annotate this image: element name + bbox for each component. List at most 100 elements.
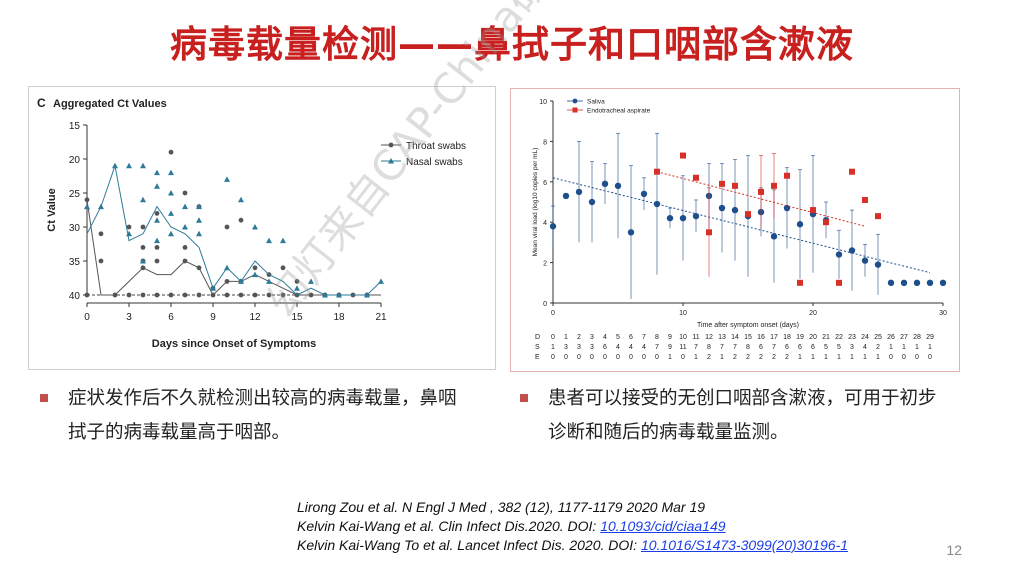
y-tick-label: 40: [69, 291, 81, 302]
table-cell: 10: [679, 334, 687, 341]
table-cell: 7: [720, 344, 724, 351]
data-point: [112, 162, 118, 169]
doi-link[interactable]: 10.1093/cid/ciaa149: [600, 518, 726, 534]
data-point: [210, 292, 216, 298]
y-axis-label: Ct Value: [46, 188, 58, 231]
data-point: [823, 219, 829, 226]
data-point: [783, 204, 791, 212]
data-point: [745, 211, 751, 218]
doi-link[interactable]: 10.1016/S1473-3099(20)30196-1: [640, 537, 849, 553]
series-line: [86, 199, 381, 296]
data-point: [168, 190, 174, 196]
table-cell: 0: [577, 354, 581, 361]
data-point: [874, 261, 882, 268]
x-tick-label: 0: [84, 312, 90, 323]
data-point: [140, 224, 146, 230]
data-point: [196, 203, 202, 210]
table-cell: 0: [603, 354, 607, 361]
data-point: [140, 196, 146, 203]
table-cell: 0: [551, 354, 555, 361]
bullet-item: 症状发作后不久就检测出较高的病毒载量，鼻咽拭子的病毒载量高于咽部。: [40, 382, 460, 450]
table-cell: 4: [642, 344, 646, 351]
table-cell: 29: [926, 334, 934, 341]
data-point: [266, 237, 272, 244]
table-cell: 4: [863, 344, 867, 351]
table-cell: 8: [655, 334, 659, 341]
data-point: [252, 292, 258, 298]
data-point: [796, 221, 804, 228]
data-point: [154, 237, 160, 244]
table-cell: 11: [692, 334, 699, 341]
y-tick-label: 4: [543, 220, 547, 227]
bullet-text: 患者可以接受的无创口咽部含漱液，可用于初步诊断和随后的病毒载量监测。: [548, 388, 937, 443]
table-cell: 6: [629, 334, 633, 341]
data-point: [182, 224, 188, 230]
table-cell: 1: [889, 344, 893, 351]
data-point: [575, 188, 583, 196]
table-cell: 7: [694, 344, 698, 351]
data-point: [913, 279, 921, 286]
table-cell: 1: [564, 334, 568, 341]
data-point: [848, 247, 856, 254]
data-point: [154, 292, 160, 298]
data-point: [140, 245, 146, 250]
data-point: [224, 224, 230, 230]
data-point: [182, 245, 188, 250]
table-cell: 19: [796, 334, 804, 341]
data-point: [224, 264, 230, 271]
legend-marker: [388, 158, 394, 164]
table-row-label: E: [535, 354, 540, 361]
data-point: [154, 183, 160, 189]
data-point: [835, 251, 843, 258]
table-cell: 2: [785, 354, 789, 361]
table-cell: 1: [915, 344, 919, 351]
data-point: [112, 292, 118, 298]
table-cell: 6: [759, 344, 763, 351]
data-point: [810, 207, 816, 214]
chart-title: Aggregated Ct Values: [53, 98, 167, 110]
bullet-item: 患者可以接受的无创口咽部含漱液，可用于初步诊断和随后的病毒载量监测。: [520, 382, 950, 450]
table-cell: 2: [733, 354, 737, 361]
reference-text: Kelvin Kai-Wang et al. Clin Infect Dis.2…: [297, 518, 601, 534]
data-point: [182, 292, 188, 298]
data-point: [601, 180, 609, 188]
legend-label: Saliva: [587, 99, 605, 106]
data-point: [294, 285, 300, 291]
panel-label: C: [37, 96, 46, 110]
table-cell: 14: [731, 334, 739, 341]
data-point: [771, 182, 777, 189]
table-cell: 23: [848, 334, 856, 341]
data-point: [98, 258, 104, 264]
data-point: [653, 200, 661, 208]
data-point: [224, 292, 230, 298]
table-cell: 2: [876, 344, 880, 351]
y-tick-label: 8: [543, 139, 547, 146]
table-cell: 3: [577, 344, 581, 351]
table-cell: 1: [668, 354, 672, 361]
x-tick-label: 3: [126, 312, 132, 323]
table-cell: 1: [798, 354, 802, 361]
table-cell: 2: [746, 354, 750, 361]
table-cell: 0: [551, 334, 555, 341]
legend-label: Endotracheal aspirate: [587, 108, 651, 115]
references: Lirong Zou et al. N Engl J Med , 382 (12…: [297, 498, 848, 555]
data-point: [238, 196, 244, 203]
table-cell: 0: [889, 354, 893, 361]
table-cell: 0: [642, 354, 646, 361]
data-point: [640, 190, 648, 198]
data-point: [126, 224, 132, 230]
reference-item: Kelvin Kai-Wang To et al. Lancet Infect …: [297, 536, 848, 555]
data-point: [140, 258, 146, 264]
data-point: [364, 292, 370, 298]
ct-values-chart: C Aggregated Ct Values 15 20 25 30 35 40 0 3 6 9 12 1…: [28, 86, 496, 370]
table-cell: 5: [616, 334, 620, 341]
data-point: [224, 176, 230, 182]
data-point: [154, 169, 160, 176]
data-point: [294, 279, 300, 284]
table-cell: 24: [861, 334, 869, 341]
table-cell: 0: [928, 354, 932, 361]
table-cell: 0: [564, 354, 568, 361]
table-cell: 1: [551, 344, 555, 351]
table-cell: 20: [809, 334, 817, 341]
